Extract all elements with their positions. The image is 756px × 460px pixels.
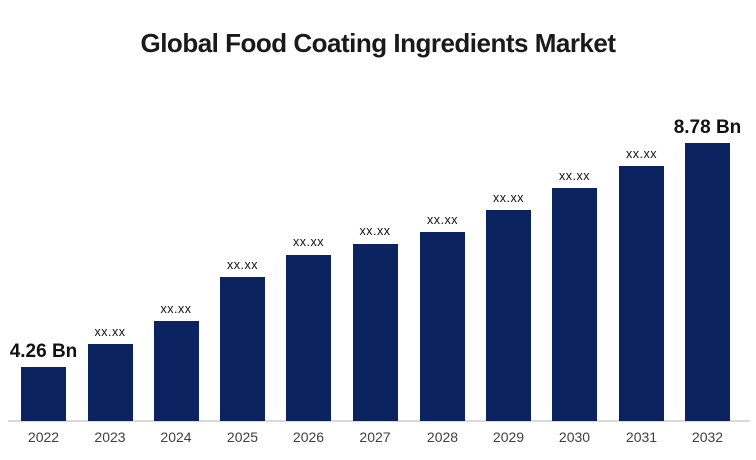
- bar-2032: [685, 143, 730, 421]
- value-label-2029: xx.xx: [493, 190, 524, 205]
- x-tick-label-2024: 2024: [160, 429, 192, 445]
- x-tick-label-2031: 2031: [625, 429, 658, 445]
- value-label-2023: xx.xx: [94, 324, 126, 339]
- x-tick-label-2026: 2026: [292, 429, 325, 445]
- value-label-2027: xx.xx: [359, 224, 391, 238]
- bar-2030: [552, 188, 597, 421]
- x-tick-label-2032: 2032: [691, 429, 724, 445]
- value-label-2028: xx.xx: [427, 212, 458, 227]
- x-tick-label-2027: 2027: [359, 429, 391, 445]
- x-axis-line: [8, 420, 750, 422]
- x-tick-label-2023: 2023: [94, 429, 126, 445]
- bar-2026: [286, 254, 331, 421]
- bar-2031: [619, 166, 664, 421]
- value-label-2032: 8.78 Bn: [673, 117, 742, 138]
- chart-title: Global Food Coating Ingredients Market: [140, 28, 616, 58]
- bar-2025: [220, 277, 265, 421]
- x-tick-label-2028: 2028: [426, 429, 459, 445]
- value-label-2025: xx.xx: [227, 257, 258, 272]
- value-label-2022: 4.26 Bn: [9, 341, 78, 362]
- x-tick-label-2025: 2025: [226, 429, 259, 445]
- x-tick-label-2022: 2022: [27, 429, 60, 445]
- bar-2022: [21, 367, 66, 421]
- bar-2028: [420, 232, 465, 421]
- bar-2023: [87, 344, 133, 421]
- bar-2029: [486, 210, 531, 421]
- bar-2027: [352, 243, 398, 421]
- value-label-2024: xx.xx: [160, 301, 192, 316]
- x-tick-label-2030: 2030: [558, 429, 591, 445]
- bar-2024: [153, 321, 199, 421]
- value-label-2031: xx.xx: [626, 146, 657, 161]
- value-label-2030: xx.xx: [559, 168, 590, 183]
- x-tick-label-2029: 2029: [492, 429, 525, 445]
- value-label-2026: xx.xx: [293, 235, 324, 249]
